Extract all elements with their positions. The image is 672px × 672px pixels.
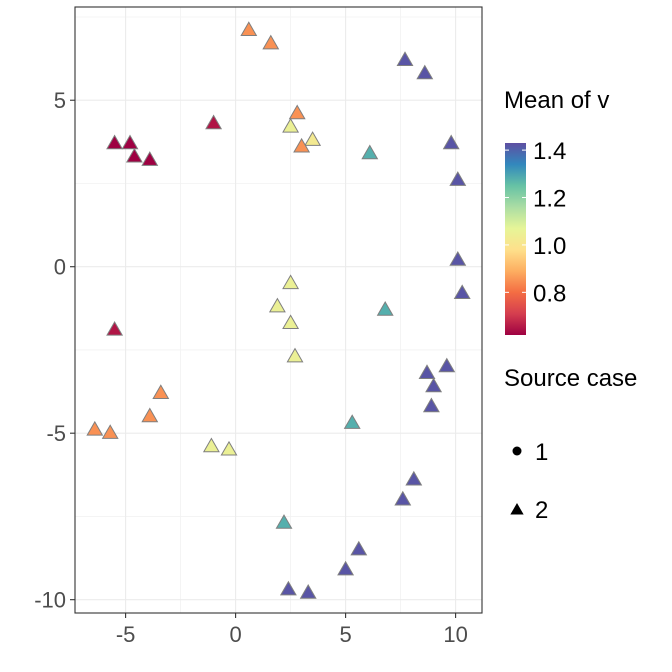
y-tick-label: 0 bbox=[54, 255, 66, 280]
data-point bbox=[106, 134, 124, 150]
data-point bbox=[376, 300, 394, 316]
data-point bbox=[141, 151, 159, 166]
y-tick-label: -5 bbox=[46, 421, 66, 446]
data-point bbox=[282, 274, 300, 290]
data-point bbox=[453, 284, 471, 300]
points-layer bbox=[86, 21, 471, 599]
data-point bbox=[141, 407, 159, 423]
data-point bbox=[418, 364, 436, 379]
data-point bbox=[350, 540, 368, 556]
data-point bbox=[121, 134, 139, 150]
y-tick-label: 5 bbox=[54, 88, 66, 113]
x-tick-label: 0 bbox=[229, 622, 241, 647]
data-point bbox=[422, 397, 440, 413]
data-point bbox=[438, 357, 456, 373]
color-legend-title: Mean of v bbox=[504, 87, 609, 114]
shape-legend-title: Source case bbox=[504, 365, 637, 392]
colorbar-tick-label: 1.0 bbox=[533, 233, 566, 260]
colorbar bbox=[505, 143, 526, 335]
data-point bbox=[262, 34, 280, 50]
data-point bbox=[337, 560, 355, 576]
data-point bbox=[442, 134, 460, 150]
colorbar-ticks: 1.4 1.2 1.0 0.8 bbox=[505, 138, 566, 307]
data-point bbox=[125, 147, 143, 163]
colorbar-tick-label: 1.4 bbox=[533, 138, 566, 165]
data-point bbox=[282, 117, 300, 133]
data-point bbox=[416, 64, 434, 80]
data-point bbox=[405, 470, 423, 486]
data-point bbox=[293, 137, 311, 153]
data-point bbox=[220, 440, 238, 456]
data-point bbox=[449, 171, 467, 186]
grid-layer bbox=[75, 7, 482, 613]
y-tick-label: -10 bbox=[34, 588, 66, 613]
data-point bbox=[279, 580, 297, 596]
shape-legend-label: 1 bbox=[535, 439, 548, 466]
data-point bbox=[282, 314, 300, 330]
data-point bbox=[299, 584, 317, 599]
data-point bbox=[268, 297, 286, 313]
data-point bbox=[240, 21, 258, 37]
colorbar-tick-label: 0.8 bbox=[533, 280, 566, 307]
data-point bbox=[152, 384, 170, 399]
x-tick-label: 5 bbox=[339, 622, 351, 647]
data-point bbox=[106, 320, 124, 336]
legend-circle-icon bbox=[512, 446, 522, 456]
data-point bbox=[275, 514, 293, 529]
shape-legend: Source case 12 bbox=[504, 365, 637, 524]
color-legend: Mean of v 1.4 1.2 1.0 0.8 bbox=[504, 87, 609, 335]
plot-panel-border bbox=[74, 6, 483, 614]
legend-triangle-icon bbox=[510, 503, 524, 515]
axis-layer: -5 0 5 10 5 0 -5 -10 bbox=[34, 88, 468, 647]
data-point bbox=[304, 131, 322, 146]
data-point bbox=[205, 114, 223, 130]
data-point bbox=[425, 377, 443, 393]
x-tick-label: 10 bbox=[443, 622, 467, 647]
data-point bbox=[286, 347, 304, 363]
data-point bbox=[202, 437, 220, 453]
data-point bbox=[449, 251, 467, 266]
data-point bbox=[343, 414, 361, 429]
data-point bbox=[288, 104, 306, 120]
data-point bbox=[101, 424, 119, 439]
data-point bbox=[394, 490, 412, 506]
x-tick-label: -5 bbox=[116, 622, 136, 647]
data-point bbox=[86, 420, 104, 436]
data-point bbox=[361, 144, 379, 160]
data-point bbox=[396, 51, 414, 66]
shape-legend-items: 12 bbox=[510, 439, 548, 524]
shape-legend-label: 2 bbox=[535, 497, 548, 524]
colorbar-tick-label: 1.2 bbox=[533, 186, 566, 213]
